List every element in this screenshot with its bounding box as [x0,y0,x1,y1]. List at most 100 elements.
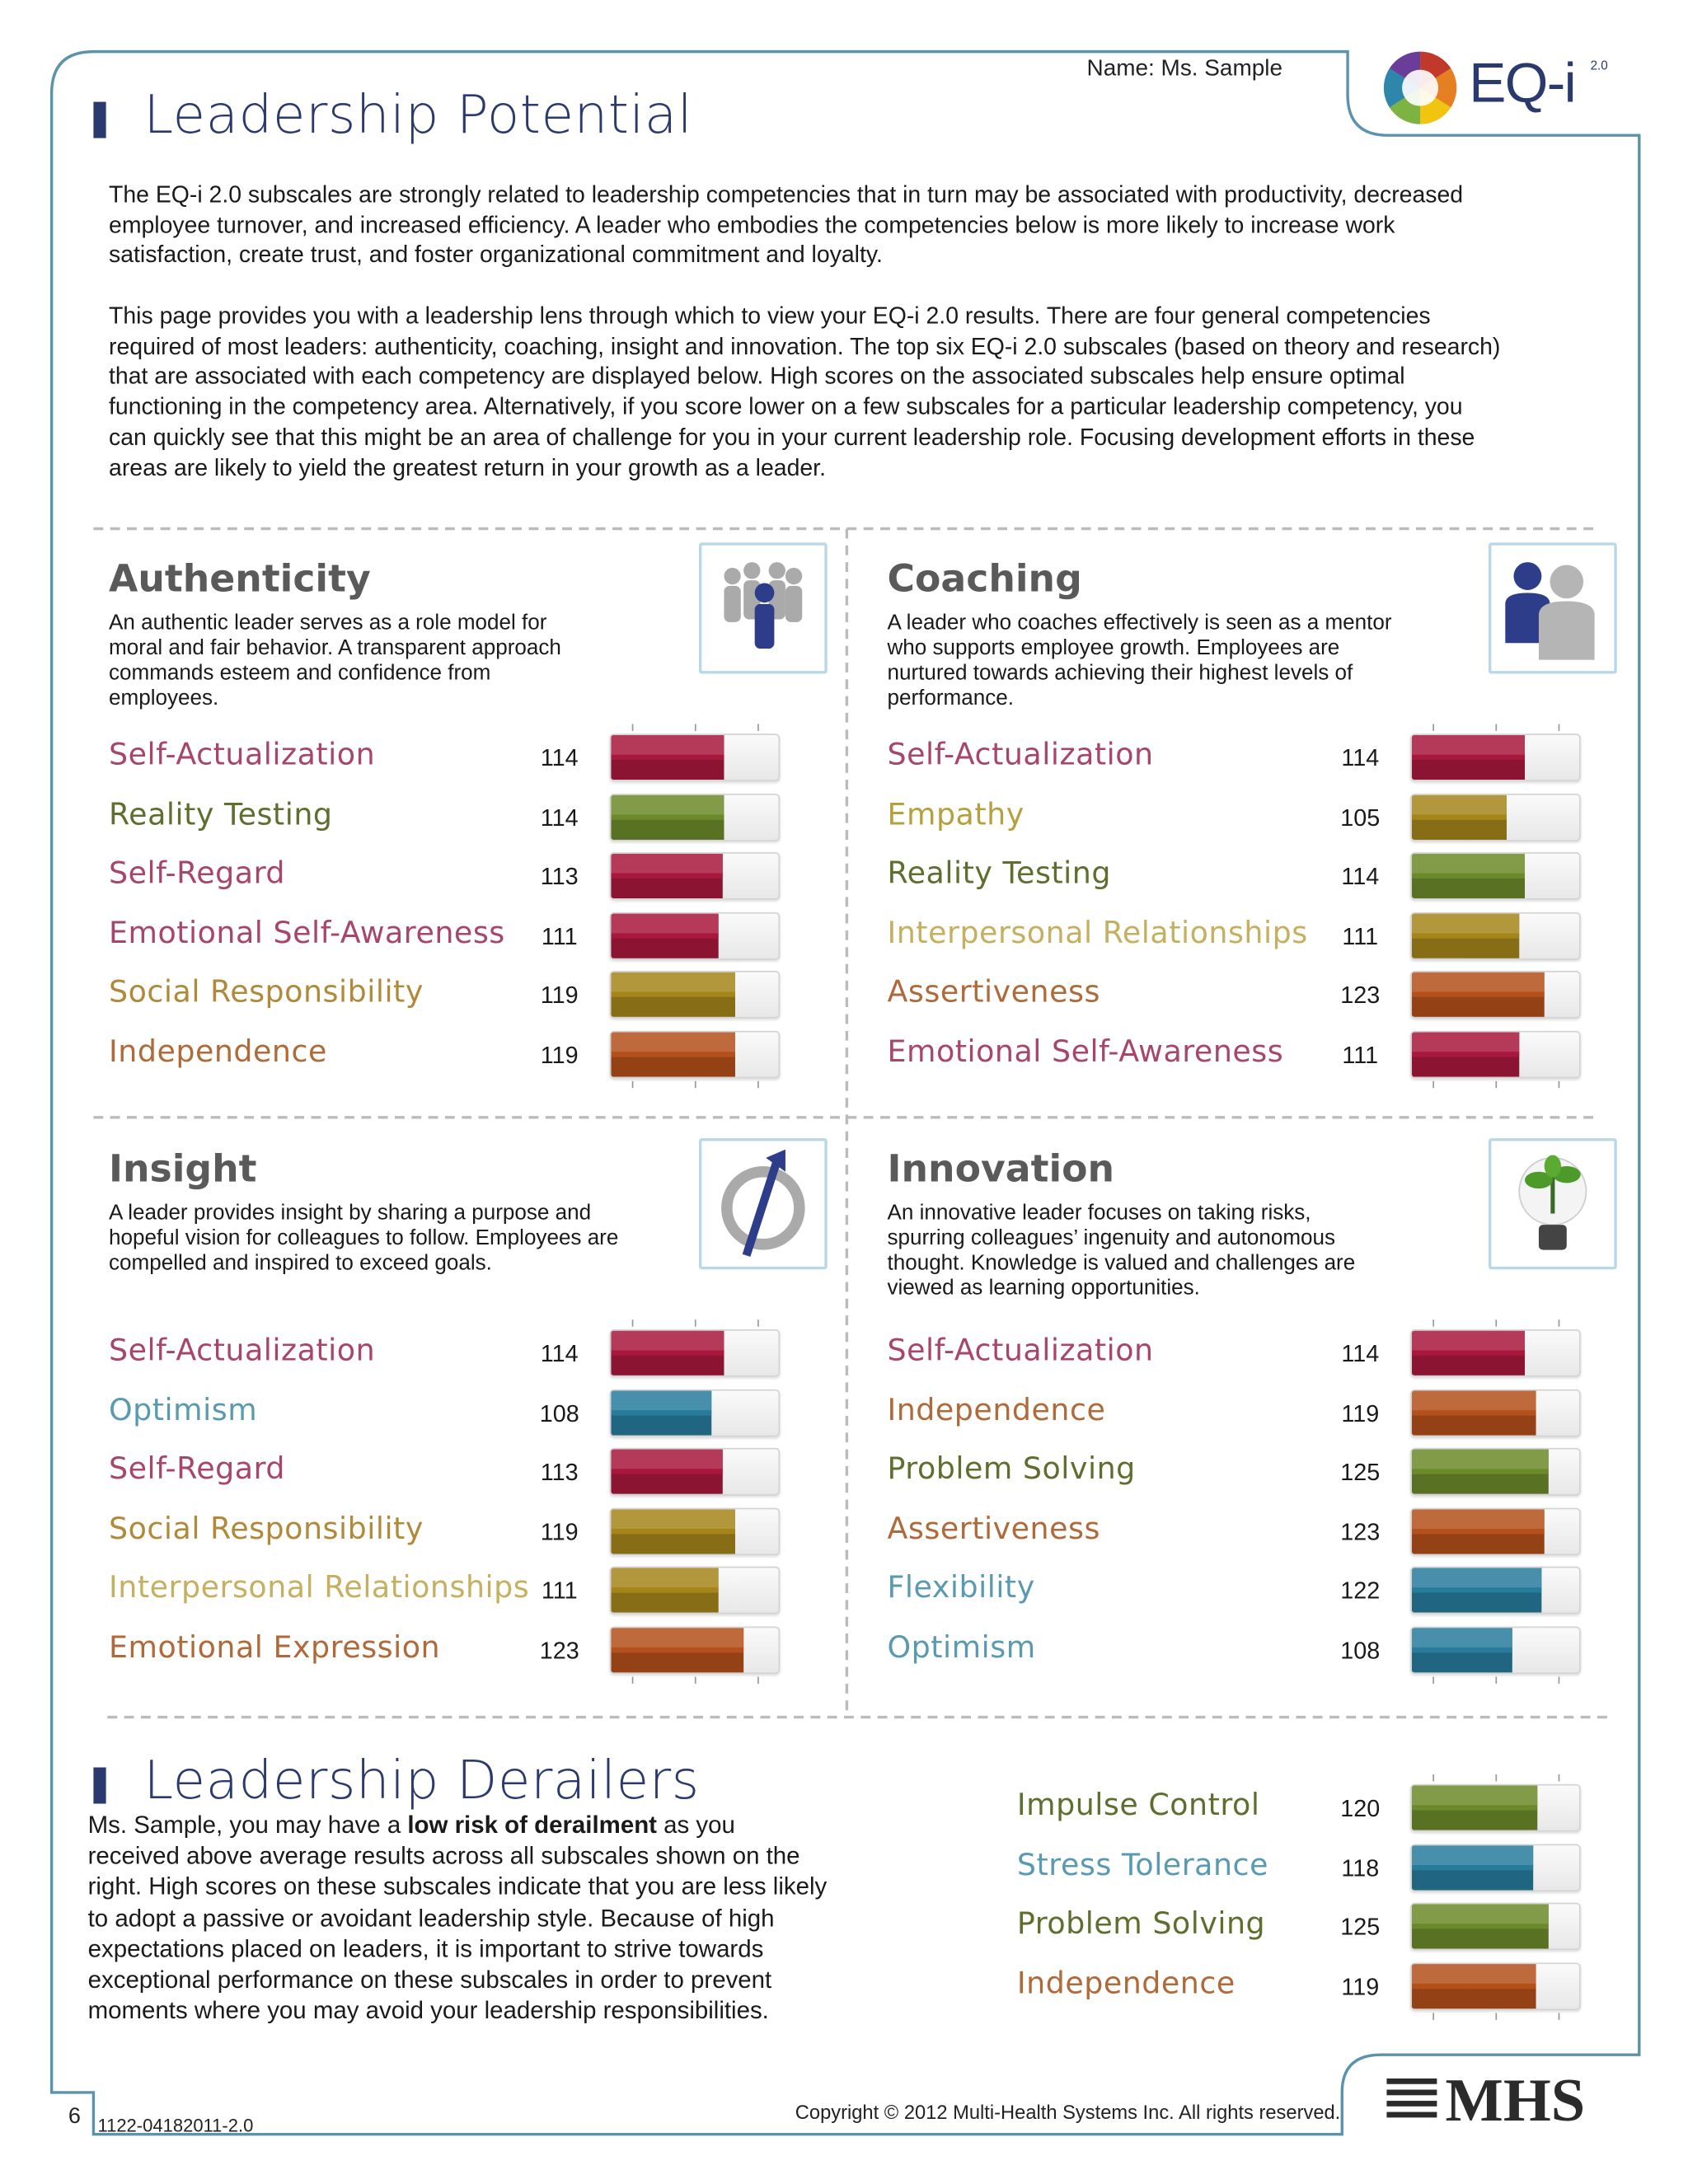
score-track [609,1507,781,1555]
competency-description: An innovative leader focuses on taking r… [887,1201,1356,1301]
score-track [1410,1447,1581,1496]
scale-tick [631,1319,634,1327]
score-bar [611,794,724,840]
score-track [609,1388,781,1436]
subscale-name: Assertiveness [887,1511,1100,1547]
scale-tick [1558,1675,1560,1684]
subscale-name: Self-Actualization [887,1333,1154,1369]
score-bar [1411,1963,1536,2009]
subscale-score: 108 [539,1399,579,1427]
scale-tick [757,1080,759,1088]
page-number: 6 [68,2105,82,2129]
intro-paragraph: The EQ-i 2.0 subscales are strongly rela… [109,181,1464,269]
scale-tick [1558,724,1560,731]
score-bar [1411,1904,1548,1949]
subscale-score: 114 [1341,744,1380,772]
subscale-name: Independence [887,1393,1106,1428]
scale-tick [1432,1774,1434,1782]
subscale-score: 111 [1342,1041,1379,1068]
score-track [609,1029,781,1078]
subscale-score: 108 [1340,1637,1381,1664]
scale-tick [1432,724,1434,731]
score-bar [1411,1785,1538,1830]
person-name: Name: Ms. Sample [1086,55,1283,82]
subscale-name: Optimism [887,1629,1036,1666]
subscale-name: Social Responsibility [109,1511,424,1547]
score-track [1410,1507,1581,1555]
score-bar [1411,1449,1548,1494]
competency-description: A leader provides insight by sharing a p… [109,1201,619,1276]
score-track [1410,1029,1581,1078]
score-bar [611,1627,743,1672]
innovation-icon [1489,1138,1617,1270]
score-track [1410,733,1581,781]
score-bar [611,1568,718,1613]
score-track [1410,971,1581,1019]
scale-tick [1432,1080,1434,1088]
score-bar [611,912,718,958]
eq-logo: EQ-i [1469,53,1576,115]
authenticity-icon [698,542,828,674]
derailers-text-part: as you received above average results ac… [87,1810,828,2025]
subscale-name: Assertiveness [887,975,1100,1010]
scale-tick [1558,1774,1560,1782]
competency-description: A leader who coaches effectively is seen… [887,611,1392,710]
scale-tick [1432,2013,1434,2020]
scale-tick [1558,1319,1560,1327]
subscale-score: 125 [1340,1459,1381,1486]
mhs-logo: MHS [1445,2065,1586,2135]
subscale-name: Social Responsibility [109,975,424,1010]
score-bar [611,735,724,780]
subscale-name: Emotional Self-Awareness [887,1034,1284,1070]
score-track [1410,912,1581,959]
scale-tick [1495,1080,1498,1088]
subscale-score: 120 [1340,1795,1381,1822]
subscale-name: Emotional Self-Awareness [109,916,505,951]
score-track [609,852,781,900]
frame-border [49,49,1641,2136]
subscale-name: Flexibility [887,1570,1035,1606]
score-bar [1411,1627,1512,1672]
subscale-score: 122 [1340,1577,1381,1605]
scale-tick [631,724,634,731]
score-track [609,912,781,959]
subscale-name: Self-Regard [109,1451,286,1488]
eq-logo-version: 2.0 [1590,59,1608,73]
scale-tick [631,1675,634,1684]
scale-tick [1432,1675,1434,1684]
scale-tick [1558,2013,1560,2020]
score-track [609,733,781,781]
subscale-name: Independence [109,1034,327,1070]
subscale-score: 123 [1340,982,1381,1009]
score-bar [1411,1568,1542,1613]
subscale-name: Reality Testing [109,797,333,832]
score-track [1410,1388,1581,1436]
score-track [609,1329,781,1377]
score-bar [1411,853,1526,899]
subscale-name: Impulse Control [1016,1788,1260,1824]
score-track [1410,1843,1581,1891]
subscale-score: 119 [540,1041,579,1068]
scale-tick [1432,1319,1434,1327]
competency-description: An authentic leader serves as a role mod… [109,611,561,710]
competency-title: Insight [109,1148,257,1192]
competency-title: Innovation [887,1148,1115,1192]
score-bar [1411,1330,1526,1376]
scale-tick [1558,1080,1560,1088]
scale-tick [694,1080,696,1088]
subscale-score: 114 [540,744,579,772]
dividers [93,527,1609,1719]
derailers-marker [93,1767,106,1804]
eq-logo-mark [1383,51,1457,124]
subscale-name: Problem Solving [1016,1907,1266,1943]
scale-tick [1495,1675,1498,1684]
subscale-score: 123 [1340,1518,1381,1545]
scale-tick [1495,1774,1498,1782]
score-bar [1411,972,1544,1017]
subscale-name: Interpersonal Relationships [887,916,1308,951]
score-bar [1411,912,1519,958]
derailers-text-emphasis: low risk of derailment [407,1810,657,1839]
coaching-icon [1489,542,1617,674]
subscale-score: 114 [540,1340,579,1367]
